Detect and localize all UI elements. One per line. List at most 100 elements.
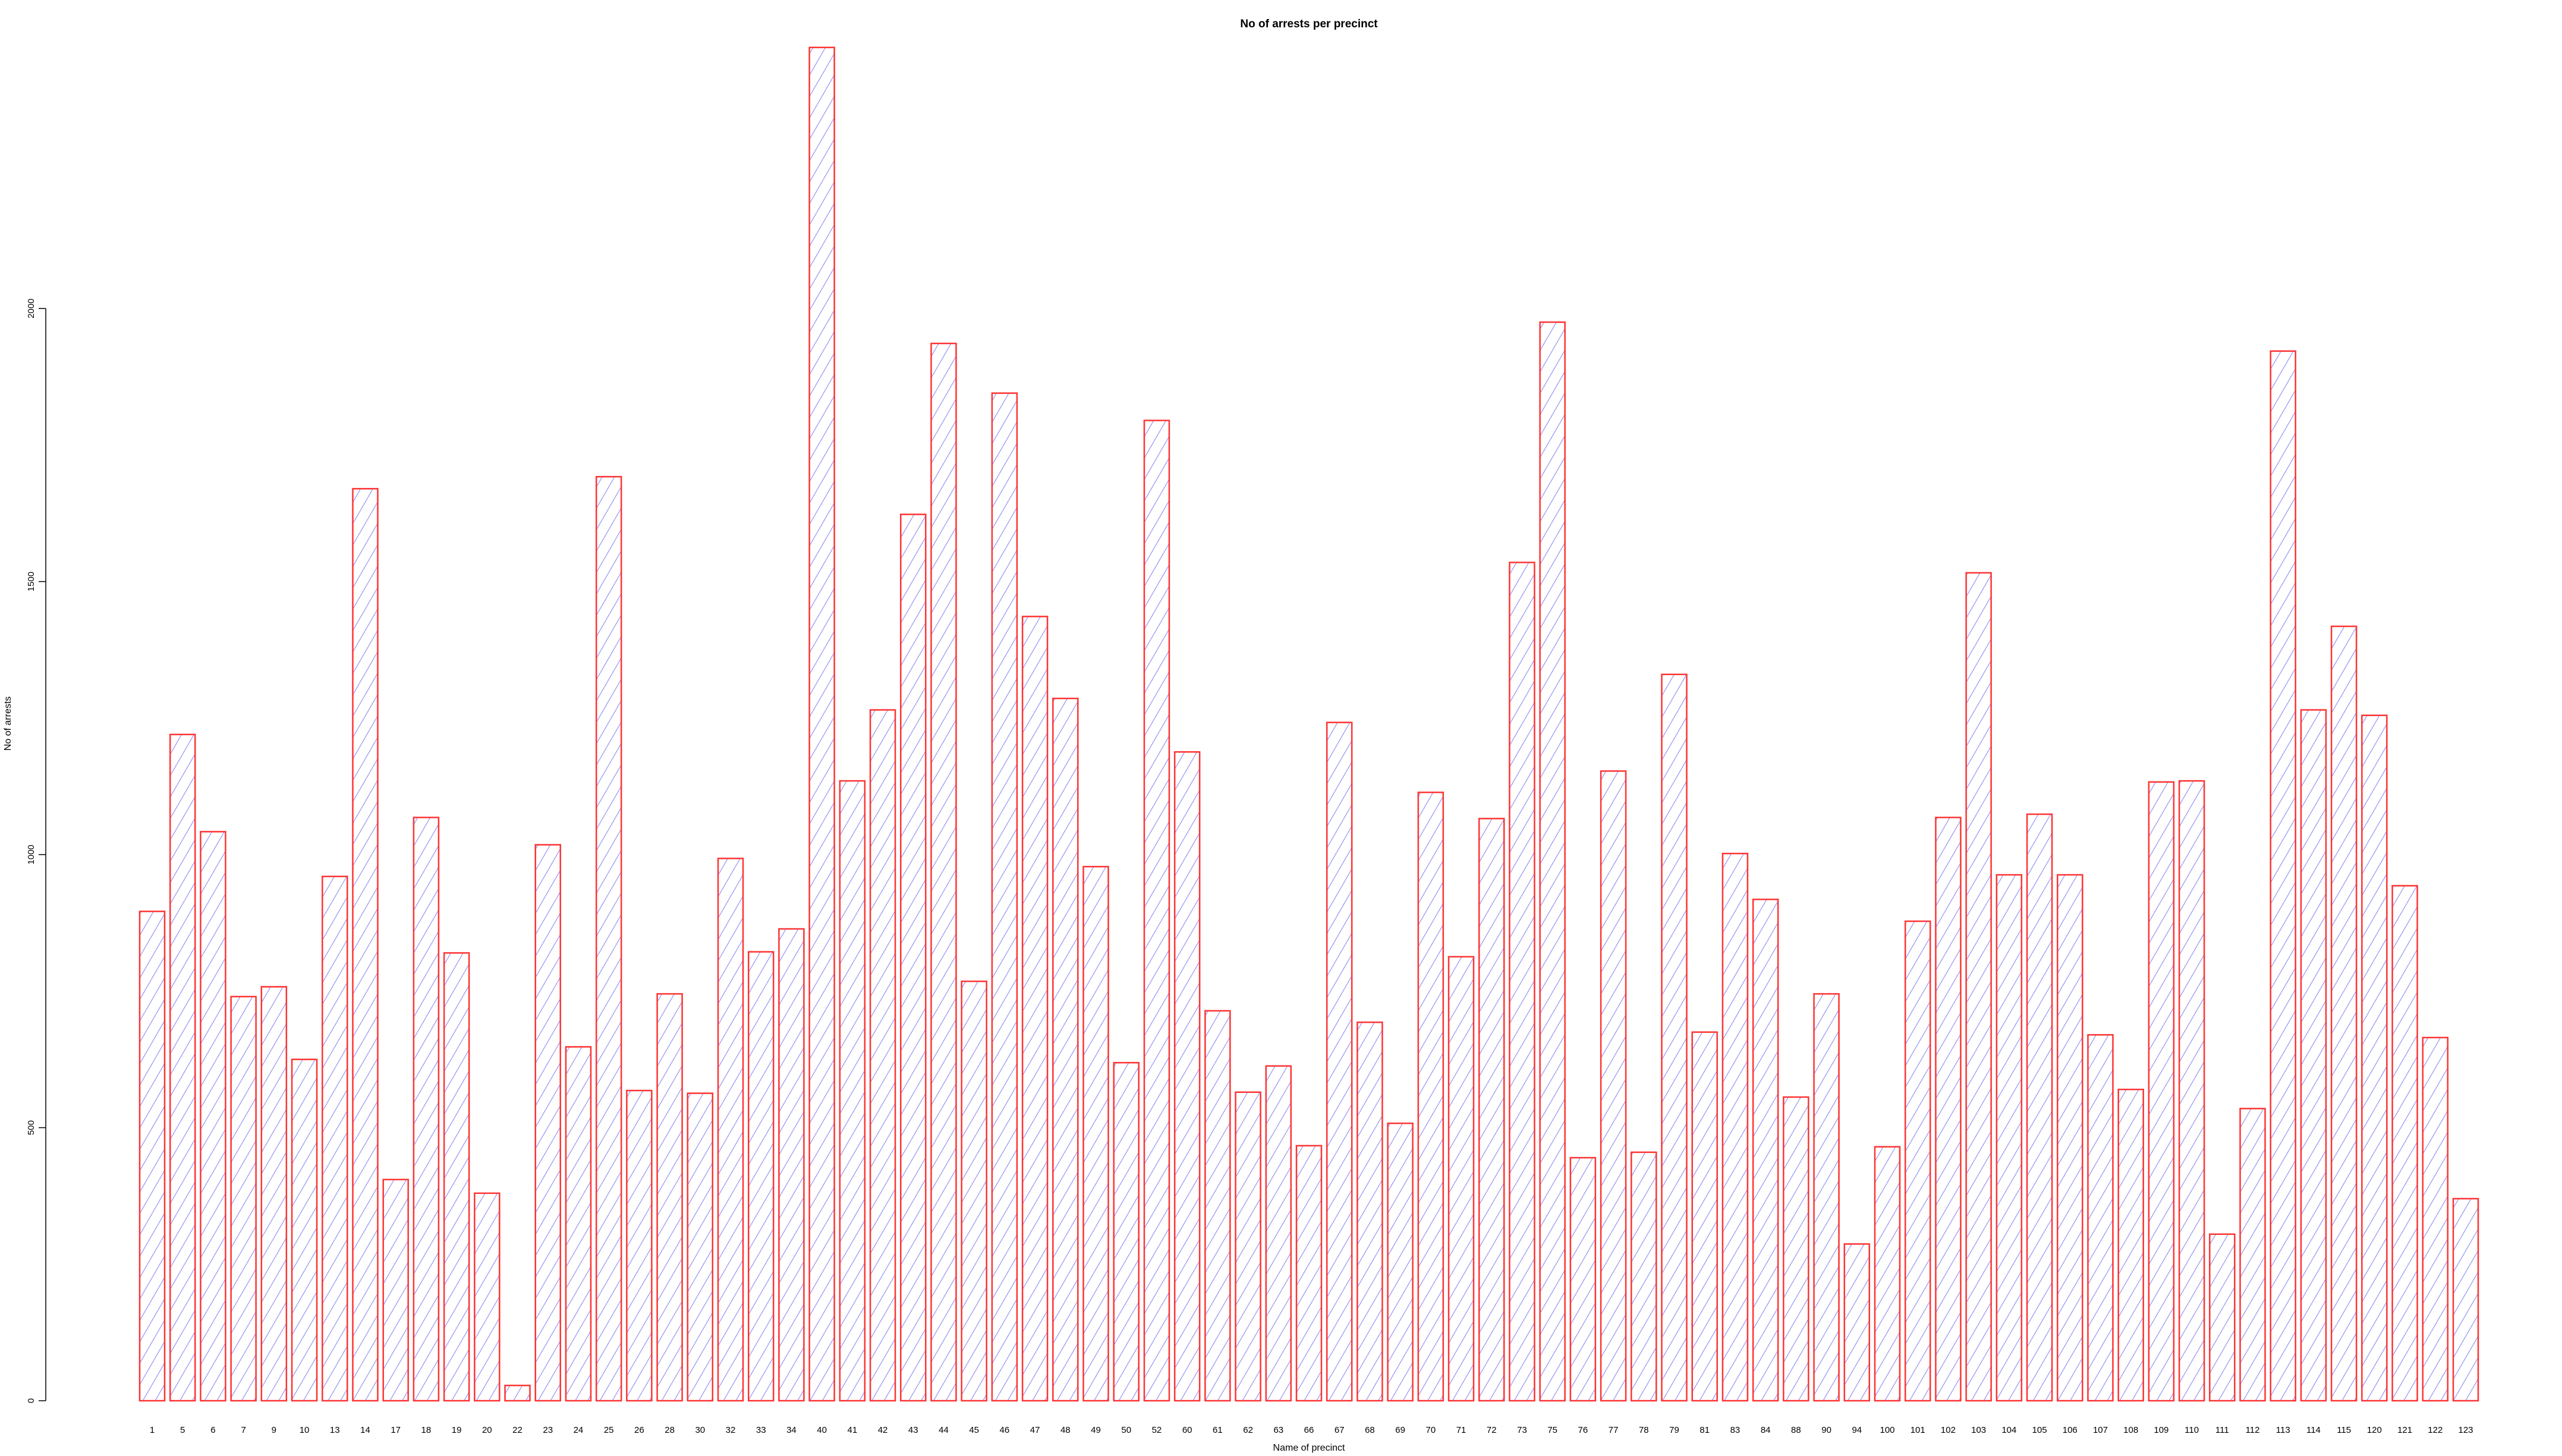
- bar-precinct-50: [1113, 1061, 1140, 1402]
- bar-precinct-122: [2422, 1036, 2449, 1402]
- bar-precinct-43: [900, 513, 927, 1402]
- x-tick-label: 13: [330, 1425, 340, 1435]
- bar-precinct-32: [717, 858, 744, 1402]
- bar-precinct-101: [1904, 920, 1931, 1402]
- bar-precinct-94: [1843, 1243, 1871, 1402]
- x-tick-label: 46: [1000, 1425, 1010, 1435]
- bar-precinct-24: [565, 1046, 592, 1402]
- x-tick-label: 62: [1243, 1425, 1253, 1435]
- bar-precinct-121: [2391, 885, 2418, 1402]
- bar-precinct-72: [1478, 818, 1505, 1402]
- bar-precinct-104: [1996, 874, 2023, 1402]
- x-tick-label: 84: [1761, 1425, 1771, 1435]
- bar-precinct-45: [961, 980, 987, 1402]
- bar-precinct-46: [991, 392, 1018, 1402]
- x-tick-label: 52: [1152, 1425, 1162, 1435]
- x-tick-label: 24: [574, 1425, 584, 1435]
- bar-precinct-13: [322, 875, 348, 1402]
- bar-precinct-115: [2330, 625, 2358, 1402]
- x-tick-label: 100: [1880, 1425, 1894, 1435]
- x-tick-label: 28: [665, 1425, 675, 1435]
- bar-precinct-25: [595, 475, 622, 1402]
- bar-precinct-114: [2300, 709, 2327, 1402]
- bar-precinct-68: [1356, 1021, 1383, 1402]
- x-tick-label: 60: [1182, 1425, 1192, 1435]
- bar-precinct-14: [352, 488, 379, 1402]
- x-tick-label: 104: [2001, 1425, 2016, 1435]
- x-tick-label: 1: [150, 1425, 155, 1435]
- x-tick-label: 102: [1941, 1425, 1956, 1435]
- bar-precinct-71: [1447, 956, 1475, 1402]
- bar-precinct-113: [2270, 350, 2296, 1402]
- x-tick-label: 25: [604, 1425, 614, 1435]
- y-axis: 0 500 1000 1500 2000: [26, 298, 46, 1403]
- y-tick-label: 0: [26, 1398, 36, 1403]
- x-tick-label: 88: [1791, 1425, 1801, 1435]
- bar-precinct-66: [1295, 1145, 1323, 1402]
- x-tick-label: 44: [939, 1425, 949, 1435]
- x-tick-label: 111: [2215, 1425, 2229, 1435]
- y-tick-label: 1500: [26, 572, 36, 591]
- bar-precinct-47: [1021, 616, 1049, 1402]
- x-tick-label: 83: [1730, 1425, 1740, 1435]
- bar-precinct-112: [2239, 1108, 2266, 1402]
- bars-group: [139, 46, 2479, 1402]
- x-tick-label: 48: [1060, 1425, 1071, 1435]
- x-tick-label: 115: [2337, 1425, 2351, 1435]
- x-tick-label: 6: [210, 1425, 215, 1435]
- x-tick-label: 42: [878, 1425, 888, 1435]
- x-tick-label: 49: [1091, 1425, 1101, 1435]
- bar-precinct-106: [2057, 874, 2083, 1402]
- y-tick-label: 1000: [26, 844, 36, 864]
- bar-precinct-78: [1631, 1151, 1657, 1402]
- bar-precinct-30: [687, 1092, 714, 1402]
- x-tick-label: 41: [847, 1425, 857, 1435]
- bar-precinct-5: [169, 733, 196, 1402]
- x-tick-label: 75: [1547, 1425, 1557, 1435]
- x-tick-label: 30: [695, 1425, 705, 1435]
- x-tick-label: 77: [1609, 1425, 1619, 1435]
- bar-precinct-111: [2209, 1233, 2236, 1402]
- x-tick-label: 76: [1578, 1425, 1588, 1435]
- bar-precinct-79: [1661, 673, 1688, 1402]
- x-tick-label: 90: [1821, 1425, 1831, 1435]
- bar-precinct-44: [930, 342, 957, 1402]
- bar-precinct-83: [1721, 852, 1749, 1402]
- x-tick-label: 122: [2428, 1425, 2443, 1435]
- bar-precinct-20: [474, 1192, 501, 1402]
- bar-precinct-103: [1965, 572, 1992, 1402]
- x-tick-label: 50: [1121, 1425, 1131, 1435]
- bar-precinct-110: [2178, 780, 2205, 1402]
- x-tick-label: 123: [2458, 1425, 2473, 1435]
- bar-precinct-42: [869, 709, 896, 1402]
- bar-precinct-19: [443, 952, 470, 1402]
- bar-precinct-84: [1752, 899, 1779, 1402]
- x-tick-label: 120: [2367, 1425, 2382, 1435]
- x-tick-label: 19: [452, 1425, 462, 1435]
- bar-precinct-75: [1539, 321, 1566, 1402]
- x-tick-label: 22: [512, 1425, 523, 1435]
- bar-precinct-48: [1052, 697, 1079, 1402]
- bar-precinct-7: [230, 995, 257, 1402]
- x-tick-label: 72: [1487, 1425, 1497, 1435]
- bar-precinct-67: [1326, 721, 1353, 1402]
- x-tick-label: 94: [1852, 1425, 1862, 1435]
- bar-precinct-6: [200, 831, 226, 1402]
- bar-precinct-105: [2026, 813, 2053, 1402]
- x-axis-label: Name of precinct: [1273, 1443, 1345, 1453]
- bar-precinct-60: [1173, 751, 1201, 1402]
- y-axis-label: No of arrests: [3, 697, 13, 751]
- x-tick-label: 109: [2154, 1425, 2168, 1435]
- bar-precinct-26: [626, 1089, 653, 1402]
- chart-title: No of arrests per precinct: [1240, 18, 1378, 30]
- bar-precinct-88: [1783, 1096, 1809, 1402]
- bar-precinct-109: [2148, 781, 2175, 1402]
- bar-precinct-123: [2452, 1197, 2479, 1402]
- x-tick-label: 103: [1971, 1425, 1986, 1435]
- x-tick-label: 112: [2246, 1425, 2260, 1435]
- bar-precinct-33: [747, 951, 775, 1402]
- bar-precinct-23: [534, 844, 561, 1402]
- x-tick-label: 14: [360, 1425, 370, 1435]
- x-tick-labels: 1 5 6 7 9 10 13 14 17 18 19 20 22 23 24 25 26 28 30 32 33 34 4…: [150, 1425, 2473, 1435]
